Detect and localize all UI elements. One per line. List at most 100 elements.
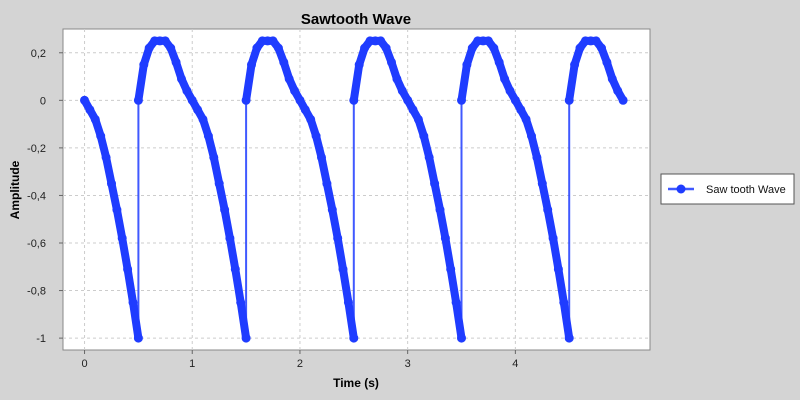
data-point xyxy=(354,60,364,70)
data-point xyxy=(559,297,569,307)
data-point xyxy=(553,264,563,274)
y-tick-label: 0 xyxy=(40,95,46,107)
data-point xyxy=(252,43,262,53)
data-point xyxy=(570,60,580,70)
data-point xyxy=(209,152,219,162)
data-point xyxy=(500,74,510,84)
data-point xyxy=(403,95,413,105)
grid-layer xyxy=(63,29,650,350)
data-point xyxy=(564,95,574,105)
data-point xyxy=(284,74,294,84)
data-point xyxy=(236,297,246,307)
x-axis-label: Time (s) xyxy=(333,376,379,390)
data-point xyxy=(532,152,542,162)
data-point xyxy=(349,95,359,105)
data-point xyxy=(241,95,251,105)
x-tick-label: 2 xyxy=(297,358,303,370)
data-point xyxy=(112,205,122,215)
data-point xyxy=(187,95,197,105)
data-point xyxy=(322,179,332,189)
legend: Saw tooth Wave xyxy=(660,173,795,205)
data-point xyxy=(225,233,235,243)
data-point xyxy=(128,297,138,307)
data-point xyxy=(290,86,300,96)
data-point xyxy=(424,152,434,162)
data-point xyxy=(177,74,186,84)
data-point xyxy=(381,43,391,53)
data-point xyxy=(241,333,251,343)
data-point xyxy=(203,131,213,141)
data-point xyxy=(160,36,170,46)
legend-swatch-marker xyxy=(676,184,686,194)
data-point xyxy=(214,179,224,189)
data-point xyxy=(343,297,353,307)
data-point xyxy=(306,114,316,124)
data-point xyxy=(279,57,289,67)
data-point xyxy=(537,179,547,189)
data-point xyxy=(607,74,617,84)
data-point xyxy=(85,105,95,115)
data-point xyxy=(349,333,359,343)
data-point xyxy=(457,95,466,105)
data-point xyxy=(360,43,370,53)
axis-layer: 0 1 2 3 4 0,2 0 -0,2 -0,4 -0,6 -0,8 -1 xyxy=(27,48,518,370)
data-point xyxy=(510,95,520,105)
data-point xyxy=(273,43,283,53)
data-point xyxy=(462,60,472,70)
data-point xyxy=(494,57,504,67)
data-point xyxy=(333,233,343,243)
x-tick-label: 1 xyxy=(189,358,195,370)
data-point xyxy=(230,264,240,274)
data-point xyxy=(548,233,558,243)
data-point xyxy=(613,86,623,96)
data-point xyxy=(467,43,477,53)
x-tick-label: 4 xyxy=(512,358,518,370)
data-point xyxy=(166,43,176,53)
data-point xyxy=(182,86,192,96)
data-point xyxy=(376,36,386,46)
chart-title: Sawtooth Wave xyxy=(301,11,411,28)
data-point xyxy=(80,95,89,105)
y-tick-label: -0,4 xyxy=(27,190,46,202)
data-point xyxy=(220,205,230,215)
data-point xyxy=(96,131,106,141)
data-point xyxy=(419,131,429,141)
data-point xyxy=(268,36,278,46)
y-tick-label: -0,6 xyxy=(27,238,46,250)
data-point xyxy=(451,297,461,307)
legend-label: Saw tooth Wave xyxy=(706,184,786,196)
data-point xyxy=(90,114,100,124)
data-point xyxy=(338,264,348,274)
data-point xyxy=(317,152,326,162)
y-tick-label: -1 xyxy=(36,333,46,345)
data-point xyxy=(107,179,116,189)
data-point xyxy=(543,205,553,215)
data-point xyxy=(139,60,149,70)
data-point xyxy=(564,333,574,343)
x-tick-label: 0 xyxy=(81,358,87,370)
data-point xyxy=(413,114,423,124)
data-point xyxy=(527,131,536,141)
data-point xyxy=(133,95,143,105)
data-point xyxy=(144,43,154,53)
data-point xyxy=(602,57,612,67)
data-point xyxy=(430,179,440,189)
y-tick-label: -0,8 xyxy=(27,286,46,298)
data-point xyxy=(171,57,181,67)
data-point xyxy=(101,152,111,162)
data-point xyxy=(575,43,585,53)
data-point xyxy=(483,36,493,46)
data-point xyxy=(327,205,337,215)
data-point xyxy=(133,333,143,343)
data-point xyxy=(198,114,208,124)
data-point xyxy=(392,74,402,84)
data-point xyxy=(117,233,127,243)
data-point xyxy=(505,86,515,96)
data-point xyxy=(295,95,305,105)
data-point xyxy=(516,105,526,115)
data-point xyxy=(618,95,628,105)
data-point xyxy=(311,131,321,141)
data-point xyxy=(489,43,499,53)
